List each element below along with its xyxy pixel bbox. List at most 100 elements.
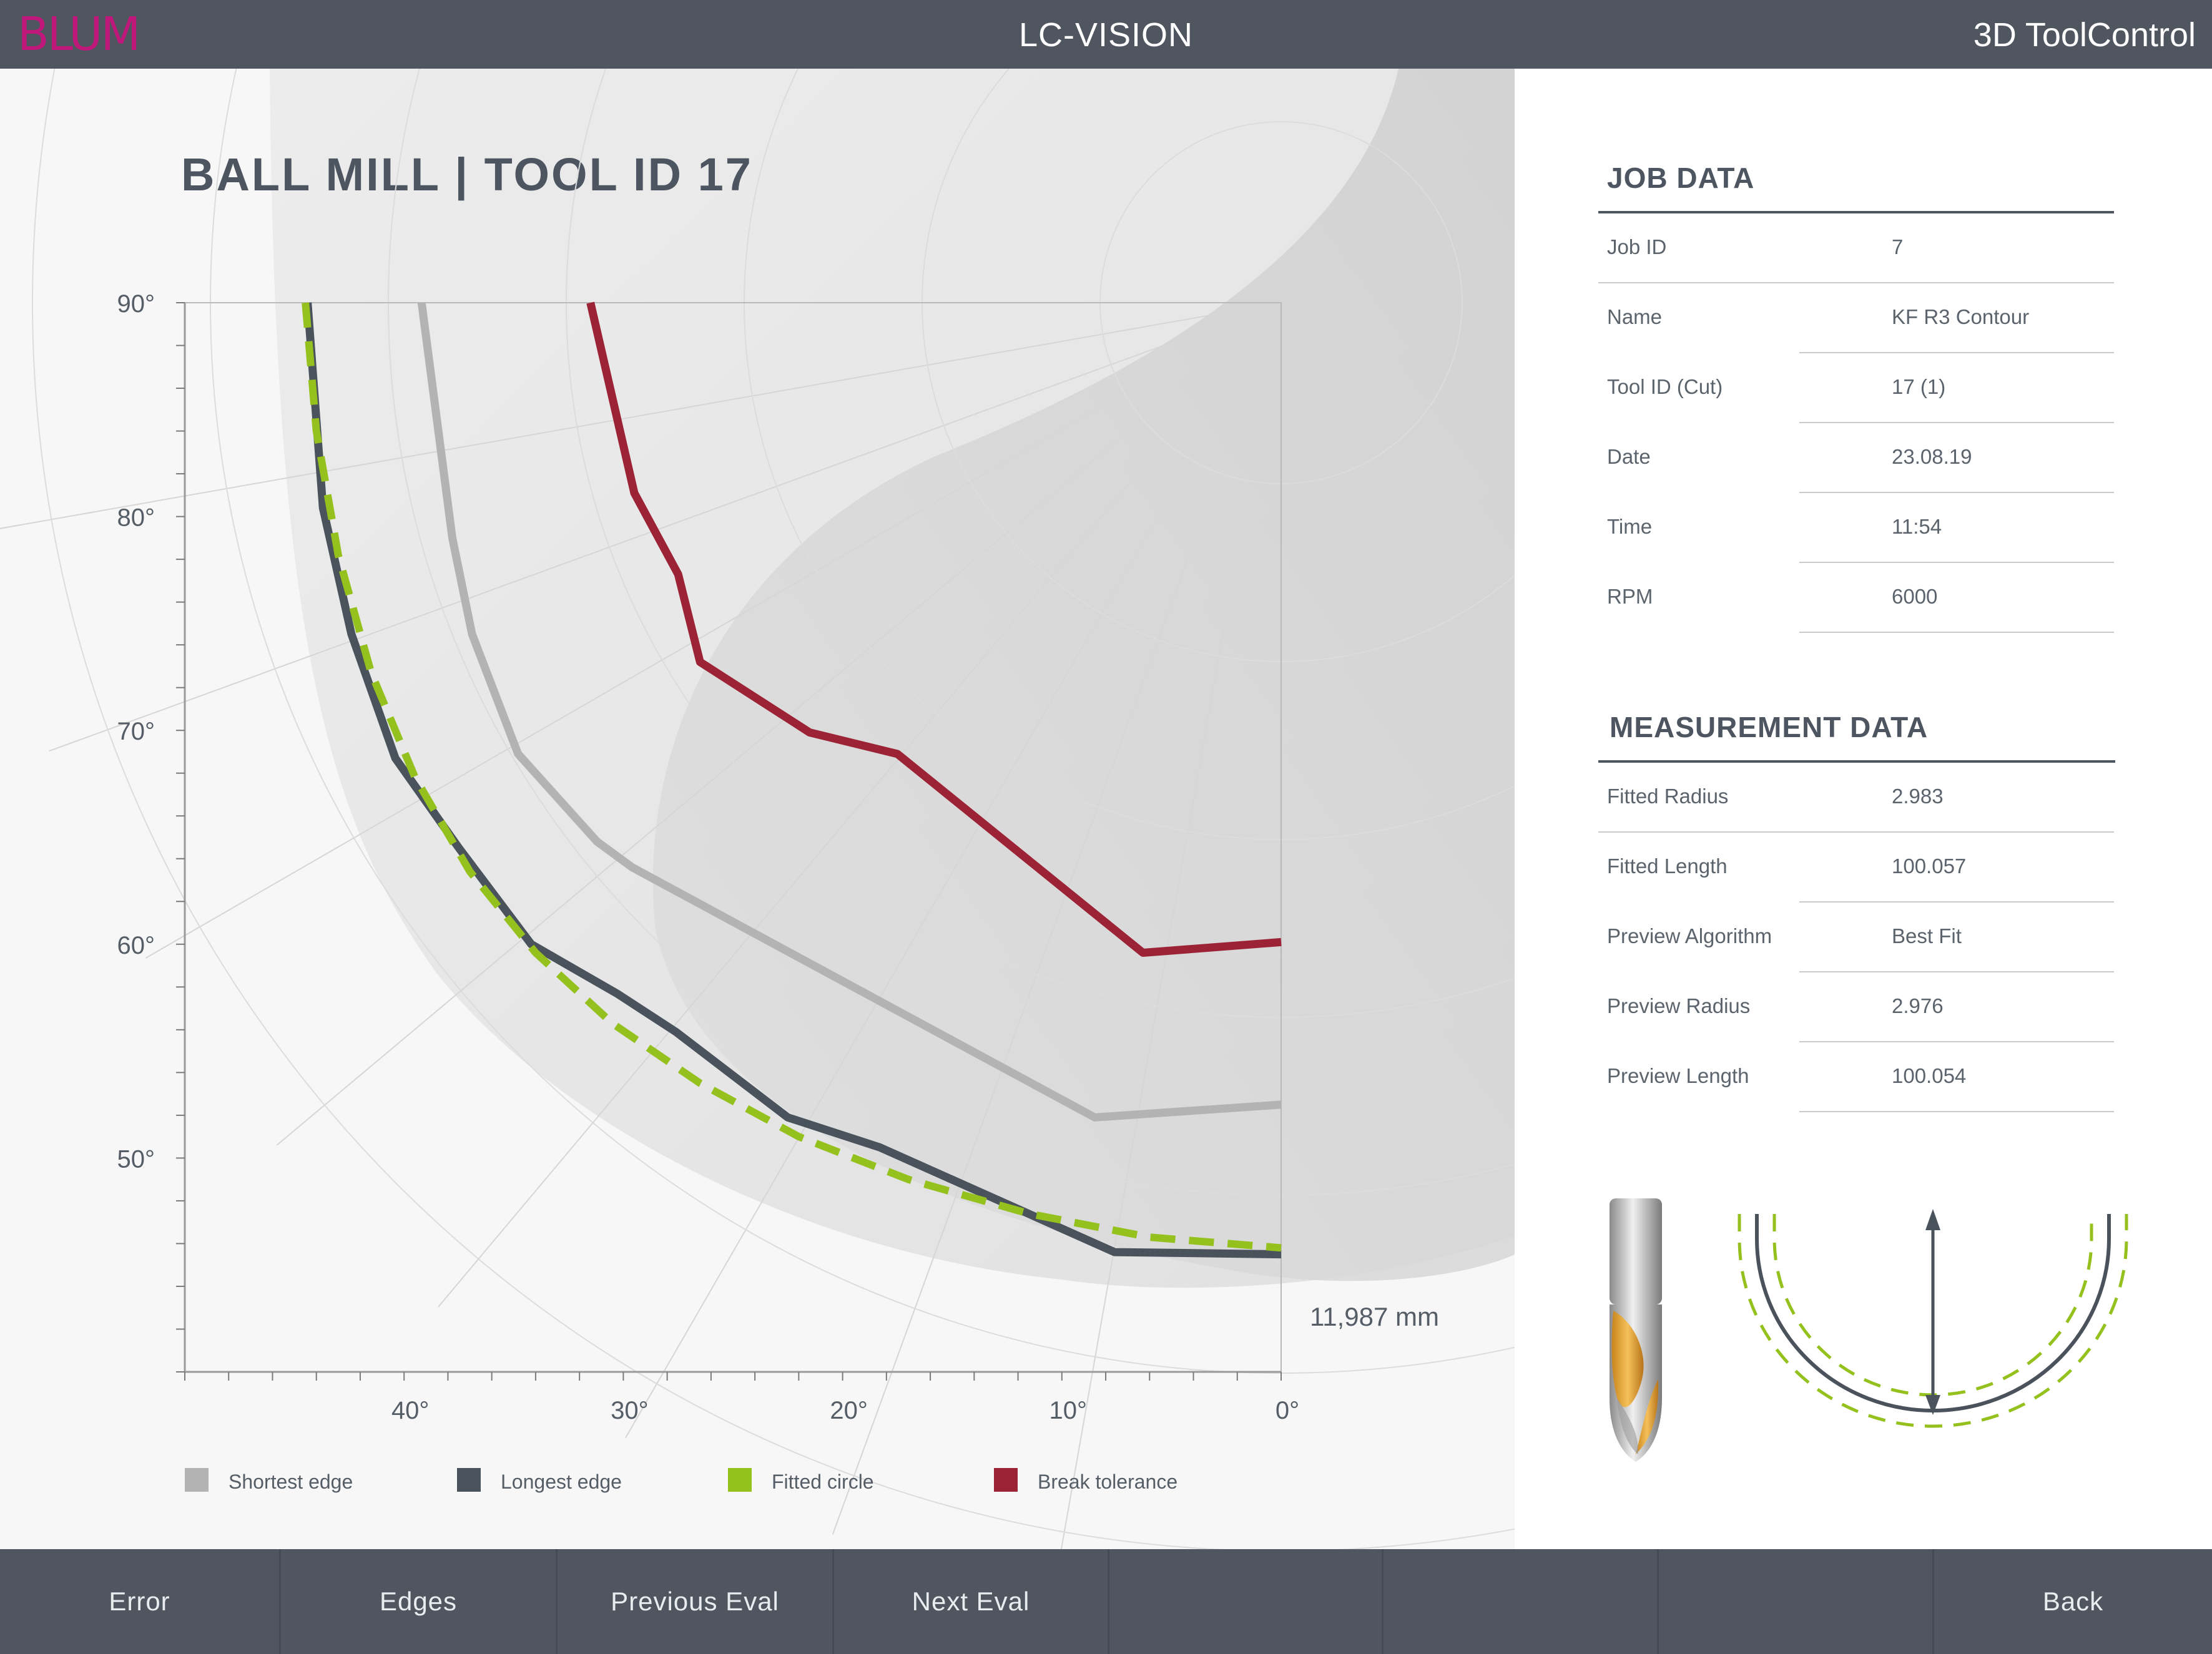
- row-label: Preview Length: [1607, 1064, 1749, 1087]
- table-row: Preview Radius 2.976: [1607, 972, 2114, 1042]
- x-tick-label: 0°: [1276, 1397, 1299, 1424]
- footer-bar: Error Edges Previous Eval Next Eval Back: [0, 1549, 2212, 1654]
- x-tick-label: 40°: [391, 1397, 430, 1424]
- chart-panel: BALL MILL | TOOL ID 17 90° 80° 70° 60° 50° 40…: [0, 69, 1515, 1549]
- row-value: 6000: [1892, 585, 1938, 608]
- radial-grid-line: [276, 302, 1282, 1146]
- row-divider: [1799, 1111, 2114, 1112]
- row-divider: [1799, 901, 2114, 903]
- legend-swatch-fitted-circle: [728, 1468, 752, 1492]
- arc-grid-line: [922, 69, 1515, 662]
- legend-label: Break tolerance: [1038, 1470, 1178, 1493]
- arc-grid-line: [388, 69, 1515, 1196]
- series-line-fitted-circle: [302, 302, 1282, 1252]
- row-label: Date: [1607, 445, 1651, 468]
- job-data-title: JOB DATA: [1607, 162, 1755, 194]
- row-value: 11:54: [1892, 515, 1942, 538]
- row-value: KF R3 Contour: [1892, 305, 2030, 328]
- measurement-data-title: MEASUREMENT DATA: [1610, 711, 1929, 743]
- legend-swatch-shortest-edge: [185, 1468, 209, 1492]
- radial-grid-line: [145, 302, 1282, 959]
- divider: [1932, 1549, 1934, 1654]
- arc-grid-line: [32, 69, 1515, 1549]
- row-label: Job ID: [1607, 235, 1667, 258]
- row-label: Time: [1607, 515, 1653, 538]
- radial-grid-line: [1060, 302, 1282, 1549]
- divider: [1382, 1549, 1384, 1654]
- y-tick-label: 70°: [117, 718, 155, 745]
- row-label: Fitted Length: [1607, 854, 1728, 878]
- table-row: Date 23.08.19: [1607, 423, 2114, 493]
- row-divider: [1799, 632, 2114, 633]
- row-value: 100.057: [1892, 854, 1967, 878]
- table-row: Fitted Radius 2.983: [1598, 763, 2114, 833]
- table-row: Name KF R3 Contour: [1607, 283, 2114, 353]
- data-panel: JOB DATA Job ID 7 Name KF R3 Contour Tool ID…: [1515, 69, 2212, 1549]
- arc-grid-line: [210, 69, 1515, 1374]
- row-value: 17 (1): [1892, 375, 1946, 398]
- empty-slot-button-6[interactable]: [1384, 1549, 1657, 1654]
- series-line-break-tolerance: [586, 301, 1282, 957]
- divider: [1108, 1549, 1109, 1654]
- error-button[interactable]: Error: [109, 1587, 170, 1616]
- product-name: 3D ToolControl: [1973, 16, 2196, 54]
- edge-profile-chart: 90° 80° 70° 60° 50° 40° 30° 20° 10° 0° 11,987 mm: [0, 69, 1515, 1549]
- divider: [556, 1549, 558, 1654]
- radial-grid-line: [625, 302, 1282, 1439]
- row-divider: [1598, 282, 2114, 283]
- row-label: Preview Algorithm: [1607, 924, 1772, 947]
- table-row: Fitted Length 100.057: [1607, 833, 2114, 903]
- legend-label: Shortest edge: [229, 1470, 353, 1493]
- y-tick-label: 80°: [117, 504, 155, 532]
- table-row: Tool ID (Cut) 17 (1): [1607, 353, 2114, 423]
- distance-label: 11,987 mm: [1310, 1302, 1439, 1331]
- row-value: 23.08.19: [1892, 445, 1972, 468]
- radial-grid-line: [832, 302, 1282, 1535]
- table-row: Job ID 7: [1598, 213, 2114, 283]
- row-value: 2.983: [1892, 785, 1944, 808]
- divider: [832, 1549, 834, 1654]
- y-tick-label: 50°: [117, 1145, 155, 1173]
- arc-grid-line: [566, 69, 1515, 1018]
- ball-mill-tool-icon: [1610, 1198, 1662, 1462]
- row-divider: [1799, 352, 2114, 353]
- row-divider: [1799, 971, 2114, 972]
- row-value: 2.976: [1892, 994, 1944, 1017]
- row-value: Best Fit: [1892, 924, 1962, 947]
- next-eval-button[interactable]: Next Eval: [912, 1587, 1030, 1616]
- back-button[interactable]: Back: [2042, 1587, 2104, 1616]
- row-value: 100.054: [1892, 1064, 1967, 1087]
- table-row: Preview Algorithm Best Fit: [1607, 903, 2114, 972]
- edges-button[interactable]: Edges: [379, 1587, 458, 1616]
- legend-label: Fitted circle: [772, 1470, 874, 1493]
- empty-slot-button-5[interactable]: [1109, 1549, 1382, 1654]
- row-label: Tool ID (Cut): [1607, 375, 1723, 398]
- row-divider: [1598, 831, 2114, 833]
- row-label: Preview Radius: [1607, 994, 1751, 1017]
- series-line-shortest-edge: [417, 302, 1282, 1122]
- x-tick-label: 20°: [830, 1397, 868, 1424]
- legend-swatch-break-tolerance: [994, 1468, 1018, 1492]
- previous-eval-button[interactable]: Previous Eval: [611, 1587, 779, 1616]
- row-divider: [1799, 562, 2114, 563]
- series-line-longest-edge: [303, 302, 1282, 1259]
- fitted-radius-diagram-icon: [1738, 1209, 2128, 1428]
- header-bar: BLUM LC-VISION 3D ToolControl: [0, 0, 2212, 69]
- page-title: BALL MILL | TOOL ID 17: [181, 149, 753, 200]
- legend-label: Longest edge: [501, 1470, 622, 1493]
- radial-grid-line: [49, 302, 1282, 752]
- table-row: Time 11:54: [1607, 493, 2114, 563]
- arc-grid-line: [744, 69, 1515, 840]
- empty-slot-button-7[interactable]: [1659, 1549, 1932, 1654]
- job-data-divider: [1598, 211, 2114, 213]
- row-label: Name: [1607, 305, 1663, 328]
- row-label: Fitted Radius: [1607, 785, 1729, 808]
- y-tick-label: 60°: [117, 932, 155, 959]
- row-divider: [1799, 492, 2114, 493]
- row-label: RPM: [1607, 585, 1653, 608]
- x-tick-label: 30°: [611, 1397, 649, 1424]
- radial-grid-line: [0, 302, 1282, 529]
- y-tick-label: 90°: [117, 290, 155, 318]
- plot-frame: [184, 302, 1282, 1373]
- row-divider: [1799, 1041, 2114, 1042]
